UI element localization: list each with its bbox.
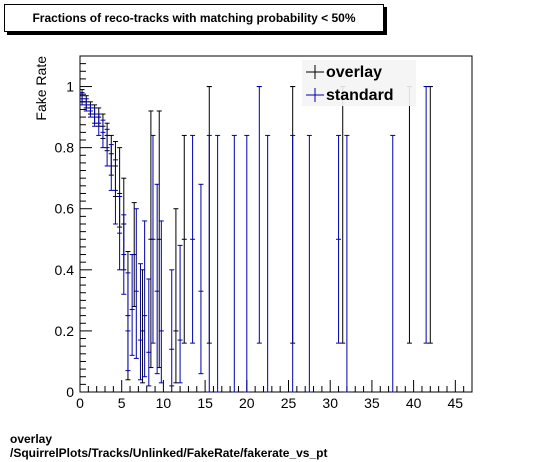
- x-tick-label: 25: [281, 395, 297, 411]
- data-point: [79, 92, 85, 106]
- data-point: [142, 220, 148, 378]
- data-point: [125, 272, 131, 372]
- data-point: [96, 113, 102, 136]
- data-point: [206, 134, 212, 393]
- data-point: [306, 134, 312, 393]
- x-tick-label: 20: [239, 395, 255, 411]
- legend-box: [302, 60, 416, 106]
- data-point: [340, 86, 346, 344]
- x-tick-label: 35: [364, 395, 380, 411]
- data-point: [181, 134, 187, 344]
- legend: overlay standard: [302, 60, 416, 106]
- y-tick-label: 0: [66, 384, 74, 400]
- x-tick-label: 0: [76, 395, 84, 411]
- footer-line-2: /SquirrelPlots/Tracks/Unlinked/FakeRate/…: [10, 446, 328, 460]
- data-point: [215, 134, 221, 393]
- x-tick-label: 40: [406, 395, 422, 411]
- data-point: [117, 196, 123, 271]
- data-point: [265, 134, 271, 393]
- y-tick-label: 1: [66, 79, 74, 95]
- y-tick-label: 0.2: [55, 323, 75, 339]
- data-point: [173, 208, 179, 384]
- plot-frame: [79, 55, 473, 393]
- data-point: [336, 134, 342, 344]
- data-point: [146, 278, 152, 387]
- y-tick-label: 0.6: [55, 201, 75, 217]
- y-axis-label: Fake Rate: [33, 56, 49, 121]
- footer-line-1: overlay: [10, 432, 53, 446]
- x-tick-label: 30: [322, 395, 338, 411]
- data-point: [92, 107, 98, 127]
- y-tick-label: 0.4: [55, 262, 75, 278]
- data-point: [344, 134, 350, 393]
- data-point: [104, 128, 110, 167]
- data-point: [83, 98, 89, 112]
- data-point: [256, 86, 262, 344]
- data-point: [290, 134, 296, 393]
- x-tick-label: 15: [197, 395, 213, 411]
- data-point: [231, 134, 237, 393]
- series-layer: [79, 86, 433, 393]
- data-point: [190, 134, 196, 344]
- data-point: [177, 244, 183, 384]
- data-point: [158, 220, 164, 384]
- data-point: [244, 134, 250, 393]
- y-tick-label: 0.8: [55, 140, 75, 156]
- y-axis: 0 0.2 0.4 0.6 0.8 1: [55, 55, 92, 400]
- data-point: [150, 134, 156, 344]
- x-tick-label: 5: [118, 395, 126, 411]
- data-point: [423, 86, 429, 344]
- data-point: [121, 214, 127, 295]
- data-point: [154, 183, 160, 375]
- series-standard: [79, 86, 429, 393]
- data-point: [406, 86, 412, 344]
- data-point: [100, 119, 106, 149]
- legend-label: standard: [326, 87, 394, 104]
- footer: overlay /SquirrelPlots/Tracks/Unlinked/F…: [10, 432, 327, 460]
- data-point: [87, 104, 93, 118]
- data-point: [390, 134, 396, 393]
- data-point: [129, 254, 135, 356]
- data-point: [198, 183, 204, 375]
- x-axis: 0 5 10 15 20 25 30 35 40 45: [76, 380, 473, 411]
- x-tick-label: 45: [448, 395, 464, 411]
- data-point: [112, 159, 118, 225]
- data-point: [133, 208, 139, 359]
- legend-label: overlay: [326, 64, 382, 81]
- chart-title: Fractions of reco-tracks with matching p…: [4, 4, 384, 32]
- data-point: [108, 144, 114, 191]
- data-point: [137, 263, 143, 381]
- data-point: [169, 269, 175, 387]
- data-point: [427, 86, 433, 344]
- x-tick-label: 10: [156, 395, 172, 411]
